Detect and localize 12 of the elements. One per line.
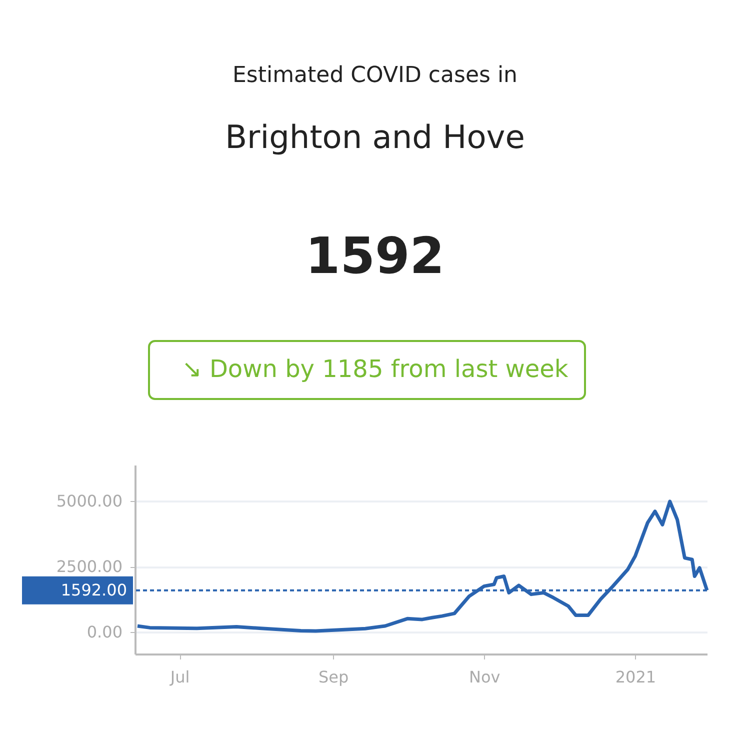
x-tick-label: Nov bbox=[469, 668, 500, 686]
y-tick-label: 0.00 bbox=[86, 622, 122, 642]
x-tick-label: Sep bbox=[318, 668, 349, 686]
y-tick-label: 5000.00 bbox=[56, 492, 122, 511]
chart-subtitle: Brighton and Hove bbox=[225, 118, 525, 156]
x-tick-label: 2021 bbox=[615, 668, 656, 686]
text: ↘ Down by 1185 from last week bbox=[182, 355, 568, 383]
chart-title: Estimated COVID cases in bbox=[232, 63, 518, 88]
y-tick-label: 2500.00 bbox=[56, 557, 122, 576]
x-tick-label: Jul bbox=[169, 668, 190, 686]
ref-line-label: 1592.00 bbox=[60, 580, 127, 600]
text: 1592 bbox=[305, 227, 445, 285]
